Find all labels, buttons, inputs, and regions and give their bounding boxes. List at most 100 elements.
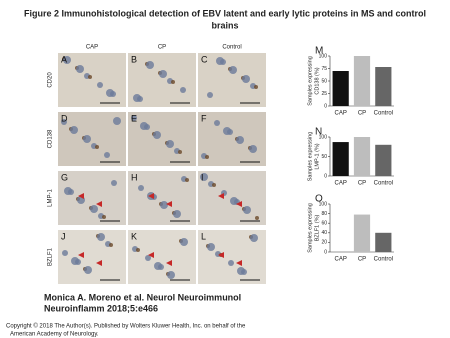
cell: [171, 80, 175, 84]
panel-letter: A: [61, 54, 67, 64]
y-tick-label: 100: [319, 134, 328, 140]
panel-letter: L: [201, 231, 206, 241]
column-header: CP: [158, 45, 166, 51]
chart-panel-letter: O: [315, 194, 323, 205]
cell: [167, 271, 175, 279]
cell: [212, 183, 216, 187]
cell: [180, 238, 188, 246]
y-tick-label: 80: [321, 211, 327, 217]
citation: Neuroinflamm 2018;5:e466: [44, 303, 158, 313]
y-axis-label: Samples expressing: [307, 132, 313, 182]
panel-letter: B: [131, 54, 137, 64]
cell: [254, 85, 258, 89]
x-tick-label: CAP: [334, 181, 346, 187]
cell: [131, 115, 137, 121]
y-tick-label: 0: [324, 249, 327, 255]
panel-letter: F: [201, 113, 207, 123]
micrograph: [198, 53, 266, 107]
cell: [110, 91, 116, 97]
cell: [146, 61, 154, 69]
column-header: CAP: [86, 45, 98, 51]
title: Figure 2 Immunohistological detection of…: [24, 8, 426, 18]
panel-letter: D: [61, 113, 68, 123]
bar: [353, 56, 371, 106]
x-tick-label: CP: [358, 257, 366, 263]
bar: [375, 144, 392, 176]
cell: [68, 189, 74, 195]
row-label: CD138: [48, 129, 54, 148]
y-tick-label: 100: [319, 53, 328, 59]
panel-letter: G: [61, 172, 68, 182]
micrograph: [128, 112, 196, 166]
cell: [95, 145, 99, 149]
x-tick-label: CP: [358, 181, 366, 187]
y-axis-label: CD138 (%): [314, 67, 320, 94]
panel-letter: H: [131, 172, 138, 182]
bar: [353, 214, 371, 252]
arrowhead: [236, 260, 242, 266]
arrowhead: [166, 201, 172, 207]
cell: [229, 66, 237, 74]
y-tick-label: 40: [321, 230, 327, 236]
cell: [88, 75, 92, 79]
cell: [109, 243, 113, 247]
cell: [207, 92, 213, 98]
y-tick-label: 50: [321, 154, 327, 160]
cell: [138, 185, 144, 191]
column-header: Control: [222, 45, 241, 51]
bar: [332, 142, 349, 176]
y-tick-label: 50: [321, 78, 327, 84]
cell: [153, 131, 161, 139]
cell: [255, 216, 259, 220]
cell: [205, 155, 209, 159]
cell: [70, 126, 78, 134]
x-tick-label: CP: [358, 111, 366, 117]
cell: [111, 180, 117, 186]
cell: [76, 65, 84, 73]
y-tick-label: 0: [324, 173, 327, 179]
cell: [200, 173, 208, 181]
cell: [145, 255, 151, 261]
copyright: American Academy of Neurology.: [10, 332, 99, 338]
cell: [104, 152, 110, 158]
cell: [180, 87, 186, 93]
x-tick-label: Control: [374, 181, 393, 187]
arrowhead: [78, 252, 84, 258]
y-tick-label: 0: [324, 103, 327, 109]
cell: [84, 266, 92, 274]
arrowhead: [218, 252, 224, 258]
cell: [137, 96, 143, 102]
cell: [228, 260, 234, 266]
bar: [332, 71, 349, 106]
cell: [136, 248, 140, 252]
cell: [250, 234, 258, 242]
y-axis-label: Samples expressing: [307, 56, 313, 106]
cell: [113, 117, 121, 125]
cell: [159, 70, 167, 78]
bar: [353, 137, 371, 176]
arrowhead: [148, 252, 154, 258]
micrograph: [128, 230, 196, 284]
panel-letter: C: [201, 54, 208, 64]
cell: [241, 269, 247, 275]
arrowhead: [78, 193, 84, 199]
cell: [158, 264, 164, 270]
x-tick-label: Control: [374, 257, 393, 263]
cell: [220, 59, 226, 65]
row-label: BZLF1: [48, 247, 54, 266]
micrograph: [58, 230, 126, 284]
y-tick-label: 75: [321, 66, 327, 72]
cell: [236, 136, 244, 144]
y-tick-label: 100: [319, 201, 328, 207]
x-tick-label: CAP: [334, 257, 346, 263]
x-tick-label: Control: [374, 111, 393, 117]
panel-letter: J: [61, 231, 66, 241]
cell: [97, 233, 105, 241]
y-tick-label: 60: [321, 221, 327, 227]
cell: [160, 201, 168, 209]
cell: [166, 140, 174, 148]
arrowhead: [236, 201, 242, 207]
cell: [97, 82, 103, 88]
row-label: LMP-1: [48, 189, 54, 207]
cell: [242, 75, 250, 83]
